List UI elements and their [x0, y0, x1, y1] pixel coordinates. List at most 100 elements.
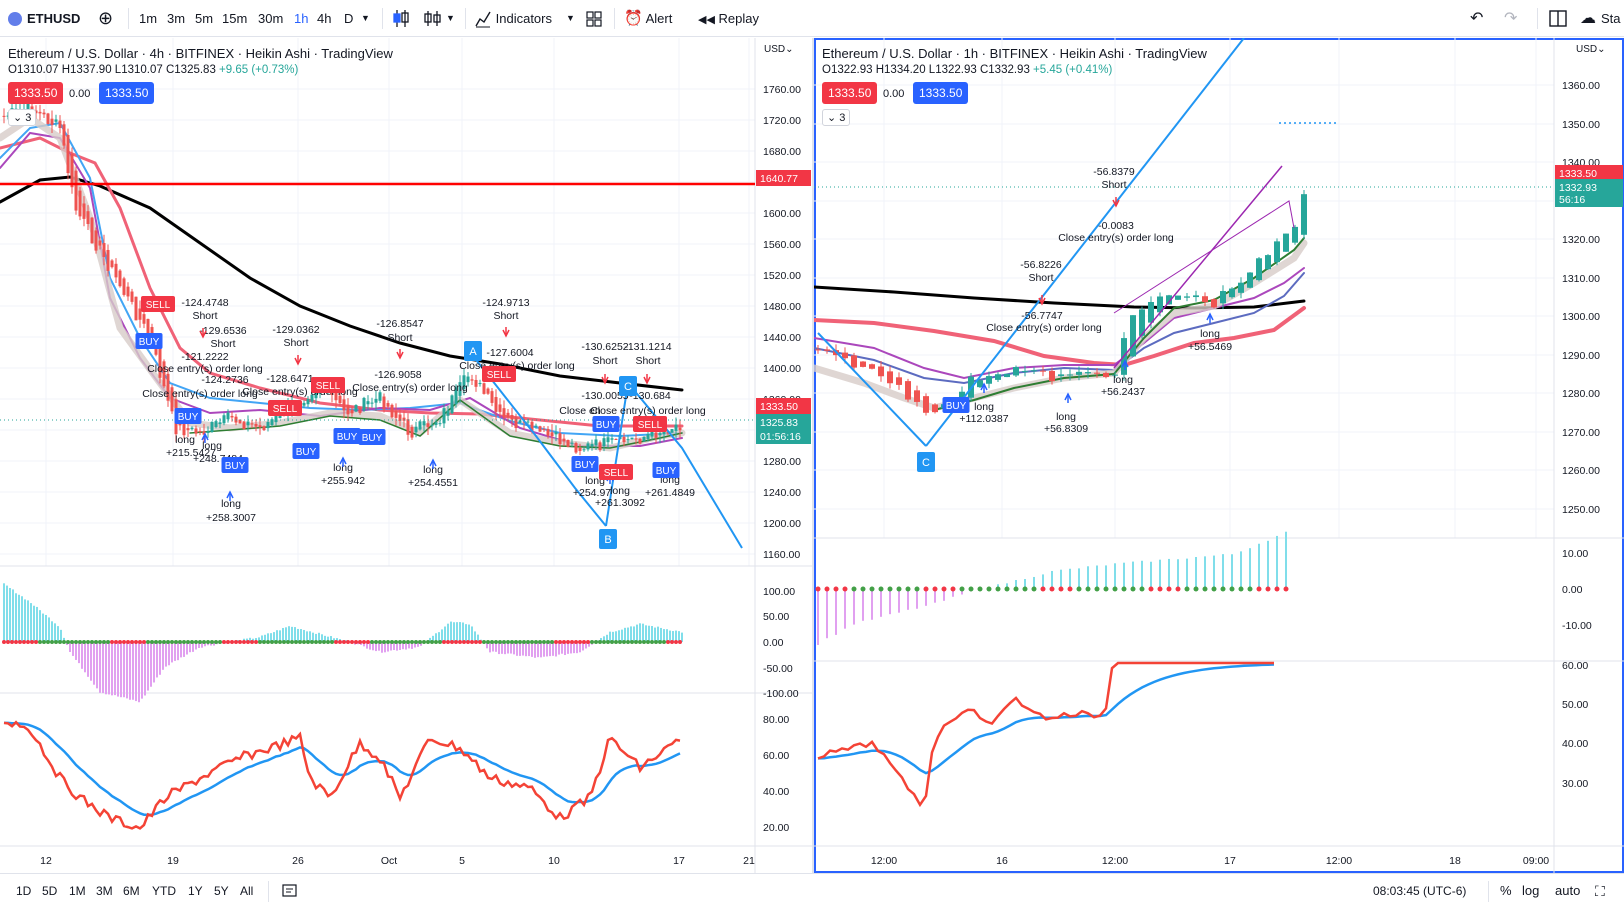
macd-zero-dot [1004, 586, 1010, 592]
heikin-ashi-candle [310, 394, 314, 402]
buy-signal-label: BUY [362, 433, 383, 444]
macd-zero-dot [238, 640, 242, 644]
buy-button[interactable]: 1333.50 [99, 82, 155, 104]
heikin-ashi-candle [350, 409, 354, 414]
chevron-down-icon[interactable]: ▼ [566, 13, 575, 23]
interval-30m[interactable]: 30m [258, 11, 284, 26]
interval-3m[interactable]: 3m [167, 11, 186, 26]
heikin-ashi-candle [570, 442, 574, 444]
macd-zero-dot [622, 640, 626, 644]
undo-icon[interactable]: ↶ [1470, 10, 1484, 27]
currency-selector[interactable]: USD⌄ [1576, 44, 1606, 55]
range-6m[interactable]: 6M [123, 884, 140, 898]
strategy-annotation: +261.4849 [645, 487, 695, 499]
macd-zero-dot [418, 640, 422, 644]
interval-1m[interactable]: 1m [139, 11, 158, 26]
fullscreen-icon[interactable]: ⛶ [1595, 883, 1605, 899]
range-ytd[interactable]: YTD [152, 884, 176, 898]
strategy-annotation: long [1056, 411, 1076, 423]
heikin-ashi-candle [210, 421, 214, 433]
symbol-search[interactable]: ETHUSD [8, 0, 80, 37]
ohlc-high: H1334.20 [875, 64, 926, 76]
interval-d[interactable]: D [344, 11, 354, 26]
indicator-collapse-toggle[interactable]: ⌄ 3 [8, 109, 37, 126]
range-1m[interactable]: 1M [69, 884, 86, 898]
heikin-ashi-candle [66, 134, 70, 174]
currency-label: USD [764, 44, 786, 55]
strategy-annotation: long [202, 440, 222, 452]
macd-zero-dot [932, 586, 938, 592]
chevron-down-icon[interactable]: ▼ [446, 13, 455, 23]
chart-canvas-4h[interactable]: -124.4748Short-129.6536Short-121.2222Clo… [0, 38, 812, 873]
rsi-axis-label: 50.00 [1562, 699, 1588, 711]
channel-line [1113, 165, 1283, 369]
sell-button[interactable]: 1333.50 [8, 82, 64, 104]
macd-zero-dot [218, 640, 222, 644]
macd-zero-dot [1040, 586, 1046, 592]
interval-15m[interactable]: 15m [222, 11, 248, 26]
chart-pane-4h[interactable]: -124.4748 Short -129.6536 Short -121.2222 Clo… [0, 38, 812, 873]
sell-button[interactable]: 1333.50 [822, 82, 878, 104]
auto-toggle[interactable]: auto [1555, 883, 1581, 898]
heikin-ashi-candle [106, 249, 110, 271]
range-1y[interactable]: 1Y [188, 884, 203, 898]
time-axis-label: 5 [459, 855, 465, 867]
plus-circle-icon[interactable]: ⊕ [98, 8, 114, 28]
interval-5m[interactable]: 5m [195, 11, 214, 26]
redo-icon[interactable]: ↷ [1504, 10, 1518, 27]
chart-pane-1h[interactable]: -56.8379 Short -0.0083 Close entry(s) order… [814, 38, 1624, 873]
split-layout-icon[interactable] [1549, 0, 1567, 37]
grid-icon[interactable] [585, 0, 603, 37]
replay-button[interactable]: ◀◀ Replay [698, 0, 759, 37]
chevron-down-icon[interactable]: ▼ [361, 13, 370, 23]
macd-zero-dot [62, 640, 66, 644]
range-5y[interactable]: 5Y [214, 884, 229, 898]
strategy-annotation: Close entry(s) order long [142, 388, 258, 400]
strategy-annotation: +254.4551 [408, 477, 458, 489]
macd-zero-dot [266, 640, 270, 644]
buy-button[interactable]: 1333.50 [913, 82, 969, 104]
indicators-button[interactable]: Indicators [474, 0, 552, 37]
cloud-icon[interactable]: ☁ [1580, 10, 1596, 27]
strategy-annotation: Close entry(s) order long [590, 405, 706, 417]
heikin-ashi-candle [126, 286, 130, 297]
currency-selector[interactable]: USD⌄ [764, 44, 794, 55]
heikin-ashi-candle [62, 124, 66, 146]
heikin-ashi-candle [526, 421, 530, 423]
clock-readout[interactable]: 08:03:45 (UTC-6) [1373, 884, 1467, 898]
range-1d[interactable]: 1D [16, 884, 32, 898]
replay-label: Replay [718, 11, 760, 26]
range-all[interactable]: All [240, 884, 254, 898]
macd-zero-dot [150, 640, 154, 644]
interval-4h[interactable]: 4h [317, 11, 332, 26]
macd-zero-dot [78, 640, 82, 644]
start-trading-label[interactable]: Sta [1601, 11, 1621, 26]
range-5d[interactable]: 5D [42, 884, 58, 898]
macd-zero-dot [278, 640, 282, 644]
heikin-ashi-candle [346, 404, 350, 415]
toolbar-divider [268, 881, 269, 902]
indicator-collapse-toggle[interactable]: ⌄ 3 [822, 109, 851, 126]
pane-divider[interactable] [812, 38, 814, 873]
buy-signal-label: BUY [656, 466, 677, 477]
price-axis-label: 1160.00 [763, 549, 800, 561]
candles-icon[interactable] [391, 0, 423, 37]
macd-zero-dot [10, 640, 14, 644]
range-3m[interactable]: 3M [96, 884, 113, 898]
bars-icon[interactable] [423, 0, 447, 37]
alert-button[interactable]: ⏰ Alert [624, 0, 672, 37]
interval-1h[interactable]: 1h [294, 11, 309, 26]
macd-zero-dot [1256, 586, 1262, 592]
pattern-line-cd [925, 38, 1245, 447]
percent-toggle[interactable]: % [1500, 883, 1512, 898]
macd-zero-dot [450, 640, 454, 644]
sell-signal-label: SELL [604, 468, 629, 479]
macd-zero-dot [674, 640, 678, 644]
date-range-icon[interactable] [282, 874, 298, 908]
log-toggle[interactable]: log [1522, 883, 1540, 898]
macd-zero-dot [170, 640, 174, 644]
strategy-annotation: long [175, 434, 195, 446]
strategy-annotation: Short [192, 310, 217, 322]
macd-zero-dot [896, 586, 902, 592]
